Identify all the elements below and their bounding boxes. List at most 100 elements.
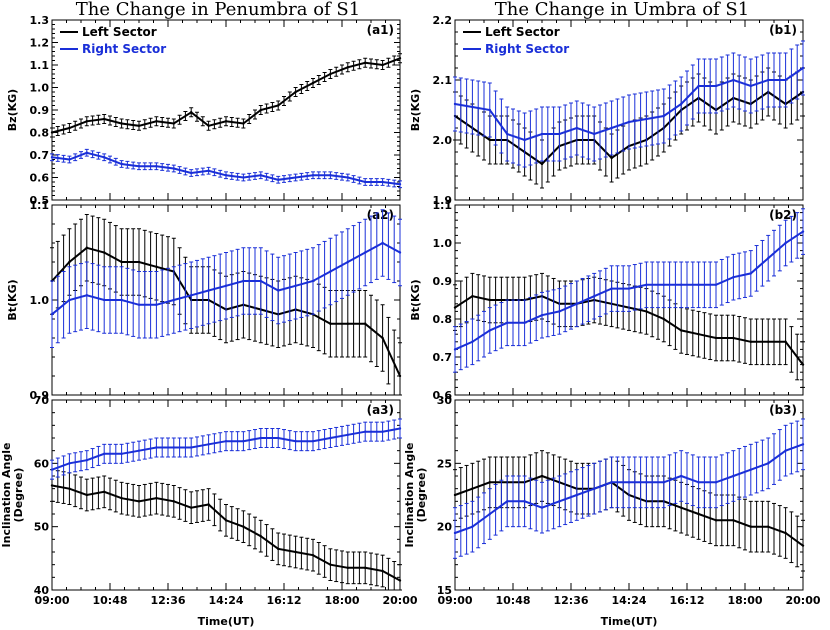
data-point — [259, 108, 262, 112]
data-point — [662, 481, 665, 484]
data-point — [294, 176, 297, 179]
x-tick-label: 20:00 — [382, 594, 417, 607]
data-point — [68, 126, 71, 130]
data-point — [346, 322, 349, 325]
data-point — [120, 260, 123, 264]
panel-label: (b1) — [769, 23, 797, 37]
data-point — [172, 167, 175, 170]
data-point — [540, 506, 544, 509]
y-axis-label: Bt(KG) — [6, 279, 19, 320]
y-tick-label: 0.7 — [433, 351, 453, 364]
x-tick-label: 10:48 — [92, 594, 127, 607]
data-point — [471, 525, 474, 528]
data-point — [801, 230, 805, 233]
data-point — [155, 303, 158, 306]
data-point — [506, 500, 509, 503]
legend-entry: Left Sector — [485, 25, 560, 39]
data-point — [329, 322, 332, 325]
data-point — [575, 126, 578, 130]
data-point — [784, 531, 787, 535]
data-point — [662, 317, 665, 321]
data-point — [329, 436, 332, 440]
data-point — [329, 270, 332, 273]
data-point — [259, 534, 262, 538]
data-point — [697, 84, 700, 88]
data-point — [697, 481, 700, 484]
data-point — [767, 462, 770, 465]
x-tick-label: 14:24 — [208, 594, 243, 607]
data-point — [784, 78, 787, 82]
data-point — [85, 120, 89, 123]
y-tick-label: 1.0 — [433, 237, 453, 250]
data-point — [767, 525, 770, 528]
data-point — [732, 474, 735, 478]
data-point — [294, 284, 297, 287]
data-point — [801, 363, 805, 366]
data-point — [85, 246, 89, 249]
data-point — [540, 132, 544, 136]
y-tick-label: 1.2 — [30, 37, 50, 50]
data-point — [155, 496, 158, 500]
x-tick-label: 16:12 — [266, 594, 301, 607]
data-point — [610, 481, 613, 484]
data-point — [364, 61, 367, 64]
data-point — [767, 257, 770, 260]
data-point — [277, 178, 280, 181]
panel-a3: 40 50 60 70 09:00 10:48 12:36 14:24 16:12 18:00 20… — [0, 394, 418, 607]
data-point — [732, 78, 735, 82]
data-point — [398, 374, 402, 378]
y-tick-label: 60 — [34, 457, 50, 470]
data-point — [137, 260, 141, 264]
data-point — [697, 512, 700, 516]
y-tick-label: 0.6 — [30, 172, 50, 185]
data-point — [364, 322, 367, 325]
y-tick-label: 15 — [437, 584, 452, 597]
data-point — [190, 171, 193, 175]
data-point — [103, 117, 106, 121]
data-point — [488, 138, 491, 142]
data-point — [259, 174, 262, 177]
data-point — [207, 124, 210, 127]
data-point — [471, 105, 474, 109]
data-point — [120, 496, 123, 500]
data-point — [137, 165, 141, 168]
legend-entry: Right Sector — [82, 42, 166, 56]
data-point — [488, 329, 491, 332]
data-point — [381, 430, 384, 433]
data-point — [346, 433, 349, 437]
data-point — [120, 162, 123, 166]
y-axis-label: Inclination Angle(Degree) — [403, 443, 428, 548]
data-point — [190, 506, 193, 509]
y-axis-label: Bz(KG) — [6, 89, 19, 131]
data-point — [242, 279, 245, 283]
data-point — [471, 340, 474, 343]
data-point — [68, 487, 71, 490]
data-point — [610, 126, 613, 130]
data-point — [398, 57, 402, 60]
data-point — [224, 439, 228, 443]
data-point — [593, 295, 596, 298]
data-point — [346, 66, 349, 69]
data-point — [346, 566, 349, 570]
y-axis-label-line: (Degree) — [12, 468, 25, 523]
data-point — [801, 443, 805, 446]
data-point — [259, 279, 262, 283]
y-tick-label: 1.9 — [433, 194, 453, 207]
data-point — [155, 265, 158, 268]
y-tick-label: 1.0 — [30, 82, 50, 95]
y-axis-label: Bt(KG) — [409, 279, 422, 320]
panel-label: (a3) — [367, 403, 394, 417]
data-point — [277, 289, 280, 292]
y-tick-label: 40 — [34, 584, 50, 597]
data-point — [242, 176, 245, 179]
data-point — [749, 468, 752, 471]
data-point — [172, 298, 175, 302]
data-point — [311, 279, 315, 283]
data-point — [50, 468, 54, 471]
data-point — [471, 295, 474, 298]
series-right-sector — [50, 148, 402, 189]
data-point — [207, 169, 210, 172]
y-axis-label: Inclination Angle(Degree) — [0, 443, 25, 548]
series-right-sector — [50, 209, 402, 348]
data-point — [645, 481, 648, 484]
